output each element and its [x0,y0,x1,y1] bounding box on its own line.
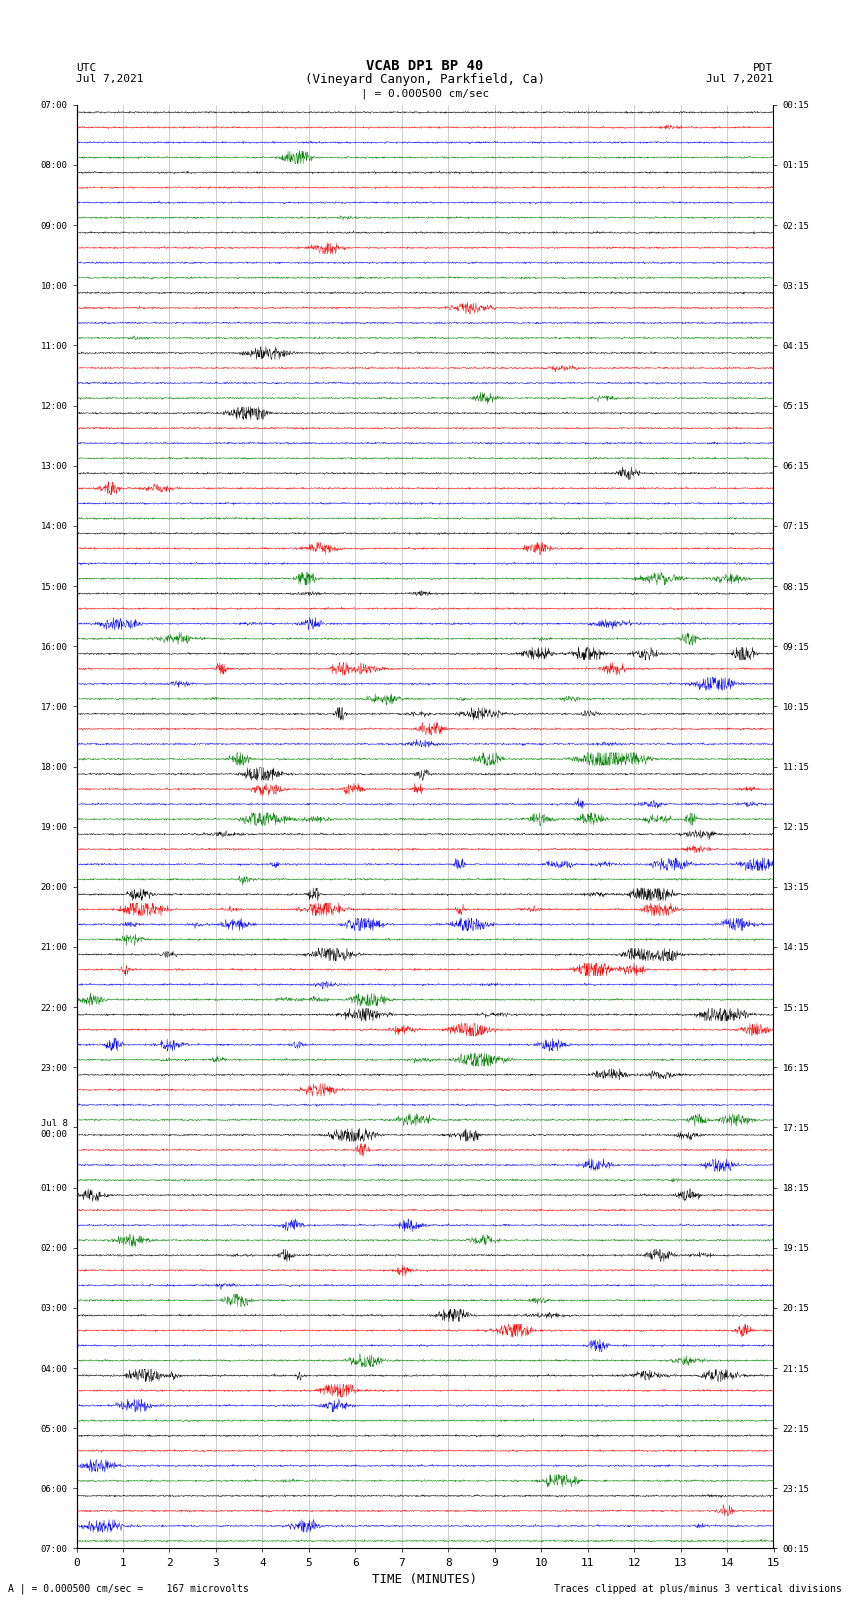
Text: Traces clipped at plus/minus 3 vertical divisions: Traces clipped at plus/minus 3 vertical … [553,1584,842,1594]
Text: PDT: PDT [753,63,774,73]
Text: VCAB DP1 BP 40: VCAB DP1 BP 40 [366,60,484,73]
Text: Jul 7,2021: Jul 7,2021 [706,74,774,84]
Text: A | = 0.000500 cm/sec =    167 microvolts: A | = 0.000500 cm/sec = 167 microvolts [8,1582,249,1594]
X-axis label: TIME (MINUTES): TIME (MINUTES) [372,1573,478,1586]
Text: Jul 7,2021: Jul 7,2021 [76,74,144,84]
Text: (Vineyard Canyon, Parkfield, Ca): (Vineyard Canyon, Parkfield, Ca) [305,73,545,85]
Text: UTC: UTC [76,63,97,73]
Text: | = 0.000500 cm/sec: | = 0.000500 cm/sec [361,89,489,100]
